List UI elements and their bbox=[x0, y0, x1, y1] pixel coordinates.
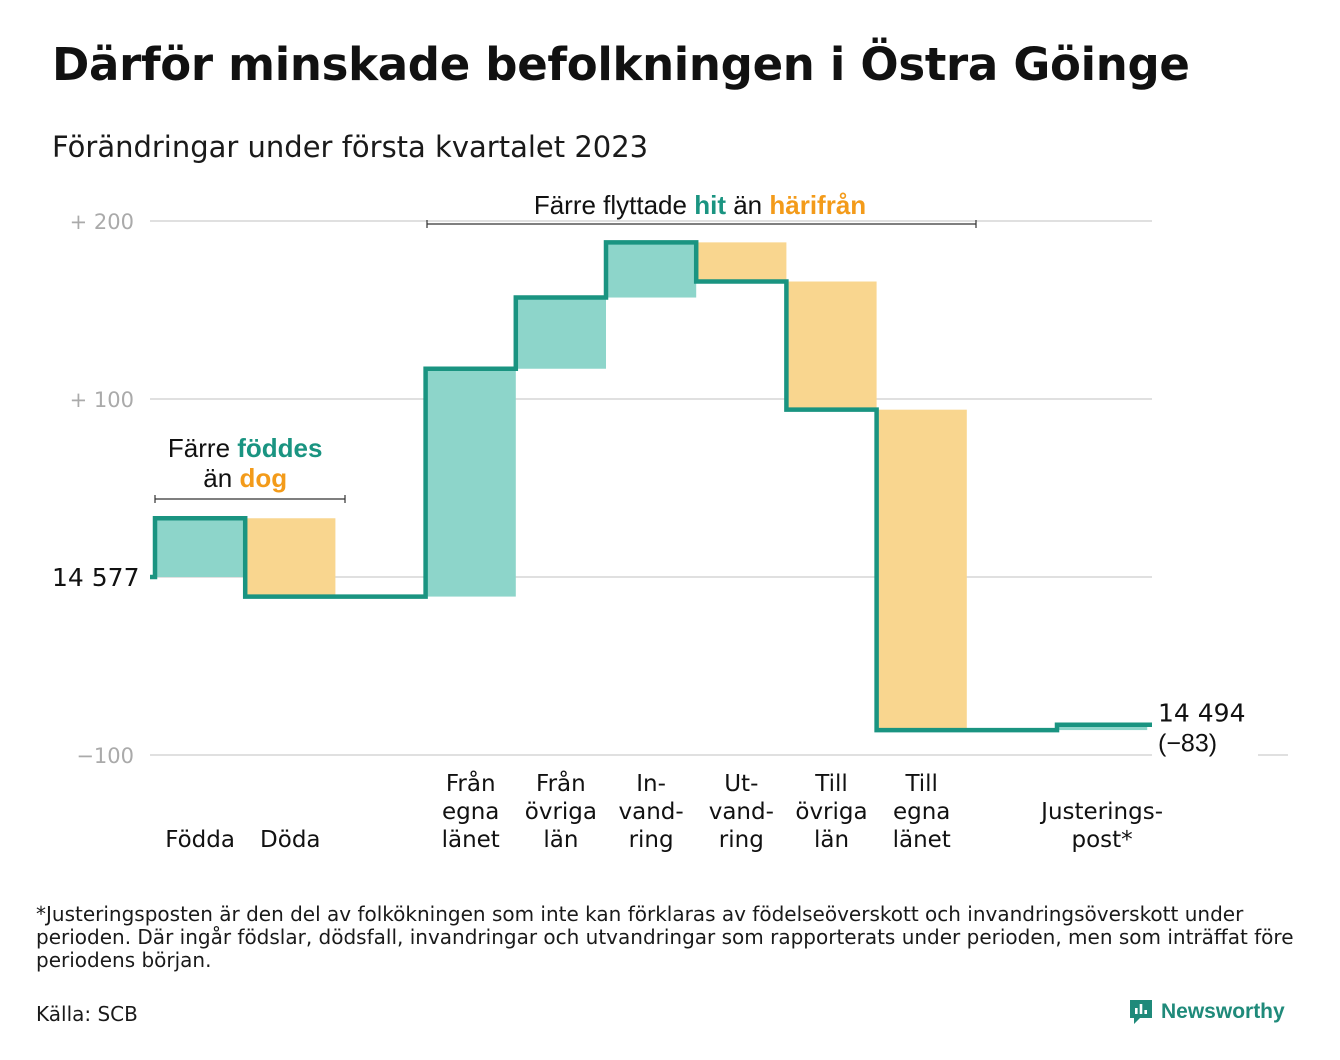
y-tick-label: + 200 bbox=[70, 210, 134, 234]
brand-logo[interactable]: Newsworthy bbox=[1128, 998, 1285, 1026]
category-label: Till bbox=[904, 771, 938, 797]
category-label: övriga bbox=[525, 799, 597, 825]
annotation-bracket bbox=[426, 220, 977, 228]
waterfall-bar bbox=[425, 368, 516, 597]
category-label: vand- bbox=[619, 799, 684, 825]
waterfall-bar bbox=[606, 242, 697, 298]
brand-name: Newsworthy bbox=[1161, 1000, 1285, 1023]
category-label: Till bbox=[814, 771, 848, 797]
chart-subtitle: Förändringar under första kvartalet 2023 bbox=[52, 130, 649, 164]
source-credit: Källa: SCB bbox=[36, 1002, 138, 1026]
waterfall-bar bbox=[515, 297, 606, 369]
category-label: post* bbox=[1072, 827, 1133, 853]
category-label: län bbox=[543, 827, 578, 853]
y-tick-label: + 100 bbox=[70, 388, 134, 412]
category-label: ring bbox=[719, 827, 764, 853]
waterfall-bar bbox=[786, 281, 877, 410]
category-label: Döda bbox=[260, 827, 320, 853]
category-label: egna bbox=[893, 799, 950, 825]
newsworthy-logo-icon bbox=[1130, 1000, 1152, 1024]
annotation-births-line1: Färre föddes bbox=[168, 433, 323, 463]
chart-title: Därför minskade befolkningen i Östra Göi… bbox=[52, 38, 1190, 91]
category-label: länet bbox=[893, 827, 951, 853]
category-label: Födda bbox=[165, 827, 235, 853]
category-label: In- bbox=[636, 771, 666, 797]
waterfall-chart: + 200 + 100 −100 14 577 14 494(−83) Födda Döda… bbox=[52, 190, 1288, 853]
waterfall-bar bbox=[1057, 724, 1148, 731]
footnote: *Justeringsposten är den del av folkökni… bbox=[36, 902, 1294, 972]
category-label: Från bbox=[536, 769, 586, 797]
waterfall-bar bbox=[245, 518, 336, 597]
end-value-label: 14 494 bbox=[1158, 699, 1245, 728]
end-change-label: (−83) bbox=[1158, 730, 1217, 758]
waterfall-bar bbox=[155, 518, 246, 577]
annotation-migration: Färre flyttade hit än härifrån bbox=[534, 190, 866, 220]
start-value-label: 14 577 bbox=[52, 563, 139, 592]
category-label: län bbox=[814, 827, 849, 853]
waterfall-bar bbox=[696, 242, 787, 282]
y-tick-label: −100 bbox=[76, 744, 134, 768]
category-label: ring bbox=[629, 827, 674, 853]
waterfall-bar bbox=[876, 409, 967, 731]
annotation-bracket bbox=[154, 495, 346, 503]
category-label: Ut- bbox=[724, 771, 758, 797]
category-label: egna bbox=[442, 799, 499, 825]
category-label: vand- bbox=[709, 799, 774, 825]
category-label: Från bbox=[446, 769, 496, 797]
category-label: länet bbox=[442, 827, 500, 853]
category-label: övriga bbox=[795, 799, 867, 825]
cumulative-step-line bbox=[150, 240, 1152, 733]
category-label: Justerings- bbox=[1039, 799, 1163, 825]
annotation-births-line2: än dog bbox=[203, 463, 287, 493]
